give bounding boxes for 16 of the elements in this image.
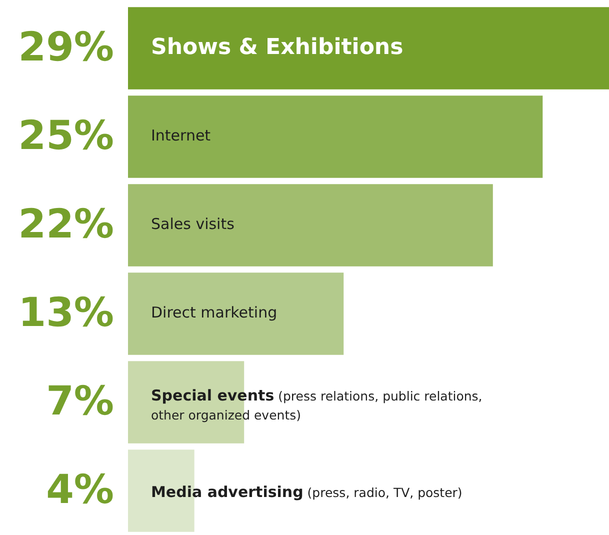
y-tick-label: Shows & Exhibitions xyxy=(151,34,404,60)
category-label: Special events (press relations, public relations, other organized events) xyxy=(151,386,482,422)
data-label: 7% xyxy=(46,378,114,425)
data-label: 13% xyxy=(18,290,114,336)
y-tick-label: Media advertising (press, radio, TV, poster) xyxy=(151,482,462,501)
bar xyxy=(128,272,344,355)
y-tick-label: Sales visits xyxy=(151,215,235,234)
bar xyxy=(128,7,609,90)
bar xyxy=(128,184,493,266)
data-label: 29% xyxy=(18,24,114,71)
y-tick-label: Direct marketing xyxy=(151,304,278,322)
bar xyxy=(128,96,543,178)
data-label: 22% xyxy=(18,202,114,248)
y-tick-label: Internet xyxy=(151,126,211,145)
data-label: 25% xyxy=(18,113,114,160)
data-label: 4% xyxy=(46,467,114,514)
